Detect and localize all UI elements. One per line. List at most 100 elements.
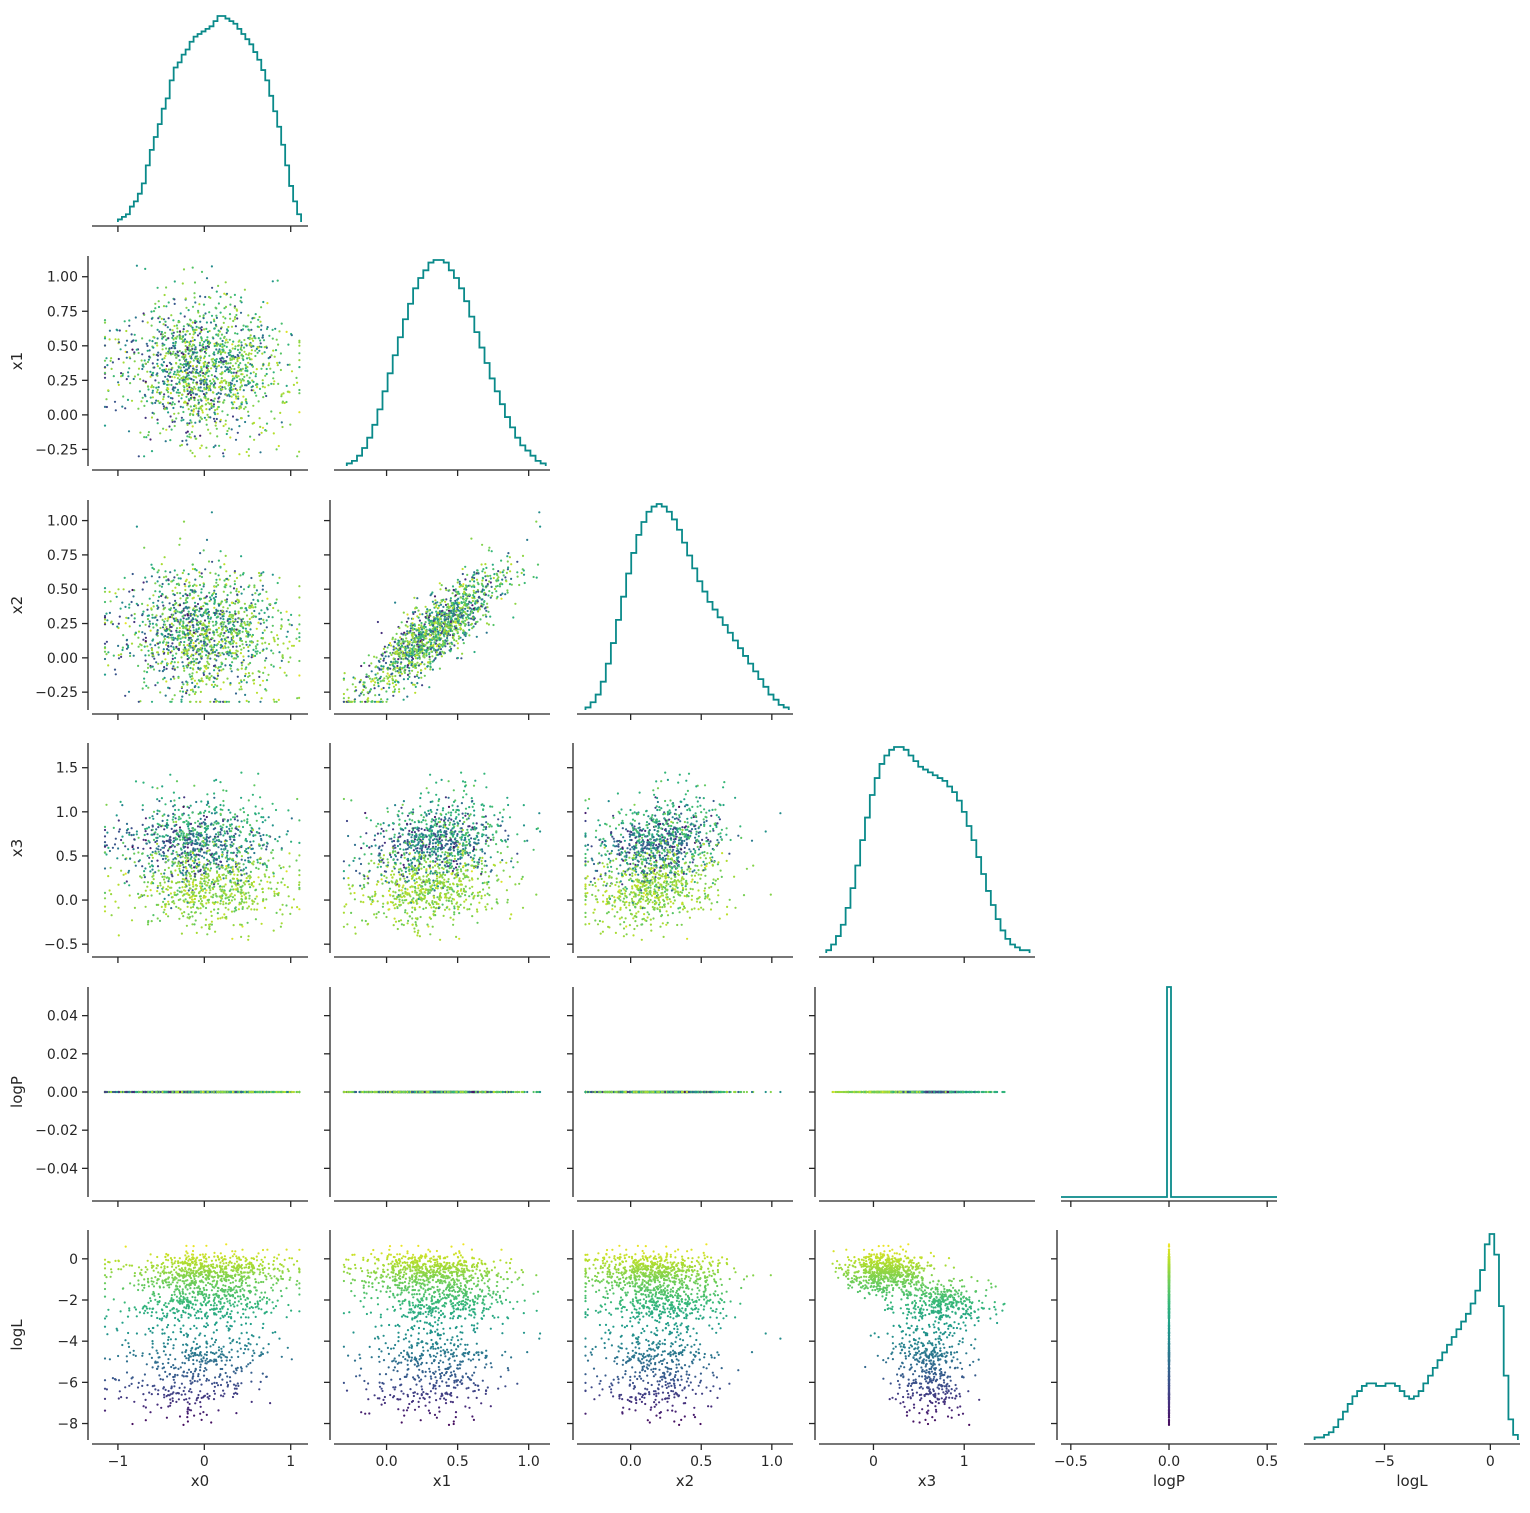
point [157, 287, 159, 289]
point [213, 603, 215, 605]
point [186, 579, 188, 581]
point [185, 618, 187, 620]
point [167, 636, 169, 638]
point [216, 366, 218, 368]
point [119, 828, 121, 830]
point [185, 345, 187, 347]
point [235, 375, 237, 377]
point [424, 644, 426, 646]
point [134, 613, 136, 615]
point [128, 319, 130, 321]
point [203, 583, 205, 585]
point [167, 645, 169, 647]
point [441, 584, 443, 586]
point [417, 638, 419, 640]
point [251, 635, 253, 637]
point [253, 335, 255, 337]
point [420, 669, 422, 671]
point [252, 794, 254, 796]
point [251, 389, 253, 391]
point [492, 564, 494, 566]
point [187, 658, 189, 660]
point [148, 826, 150, 828]
point [200, 691, 202, 693]
point [265, 689, 267, 691]
point [223, 563, 225, 565]
point [188, 345, 190, 347]
point [466, 574, 468, 576]
scatter-points-x2-vs-x0 [104, 511, 301, 703]
point [116, 329, 118, 331]
point [138, 631, 140, 633]
panel-x2-vs-x0: −0.250.000.250.500.751.00x2 [8, 500, 308, 720]
point [473, 608, 475, 610]
point [262, 364, 264, 366]
point [434, 599, 436, 601]
point [171, 616, 173, 618]
point [170, 580, 172, 582]
point [466, 586, 468, 588]
point [191, 452, 193, 454]
point [215, 579, 217, 581]
point [151, 648, 153, 650]
point [237, 633, 239, 635]
point [272, 350, 274, 352]
point [143, 581, 145, 583]
point [211, 374, 213, 376]
point [193, 399, 195, 401]
point [502, 571, 504, 573]
point [214, 413, 216, 415]
point [219, 903, 221, 905]
point [432, 624, 434, 626]
point [207, 429, 209, 431]
point [194, 322, 196, 324]
point [392, 664, 394, 666]
point [104, 674, 106, 676]
point [429, 668, 431, 670]
point [457, 591, 459, 593]
point [361, 691, 363, 693]
point [153, 366, 155, 368]
point [429, 613, 431, 615]
point [447, 618, 449, 620]
point [486, 606, 488, 608]
point [125, 617, 127, 619]
point [199, 584, 201, 586]
point [213, 607, 215, 609]
point [134, 375, 136, 377]
point [486, 603, 488, 605]
point [128, 603, 130, 605]
point [201, 588, 203, 590]
point [232, 375, 234, 377]
point [394, 675, 396, 677]
point [127, 646, 129, 648]
point [287, 809, 289, 811]
point [244, 421, 246, 423]
point [228, 384, 230, 386]
point [131, 341, 133, 343]
point [402, 641, 404, 643]
point [205, 419, 207, 421]
point [192, 624, 194, 626]
point [361, 701, 363, 703]
point [388, 655, 390, 657]
point [220, 669, 222, 671]
point [173, 639, 175, 641]
point [225, 420, 227, 422]
point [417, 610, 419, 612]
point [411, 622, 413, 624]
point [272, 377, 274, 379]
point [221, 601, 223, 603]
point [171, 429, 173, 431]
point [238, 375, 240, 377]
point [224, 586, 226, 588]
point [298, 340, 300, 342]
point [446, 637, 448, 639]
point [182, 406, 184, 408]
point [153, 839, 155, 841]
point [227, 414, 229, 416]
point [218, 652, 220, 654]
point [198, 375, 200, 377]
point [254, 603, 256, 605]
point [298, 640, 300, 642]
